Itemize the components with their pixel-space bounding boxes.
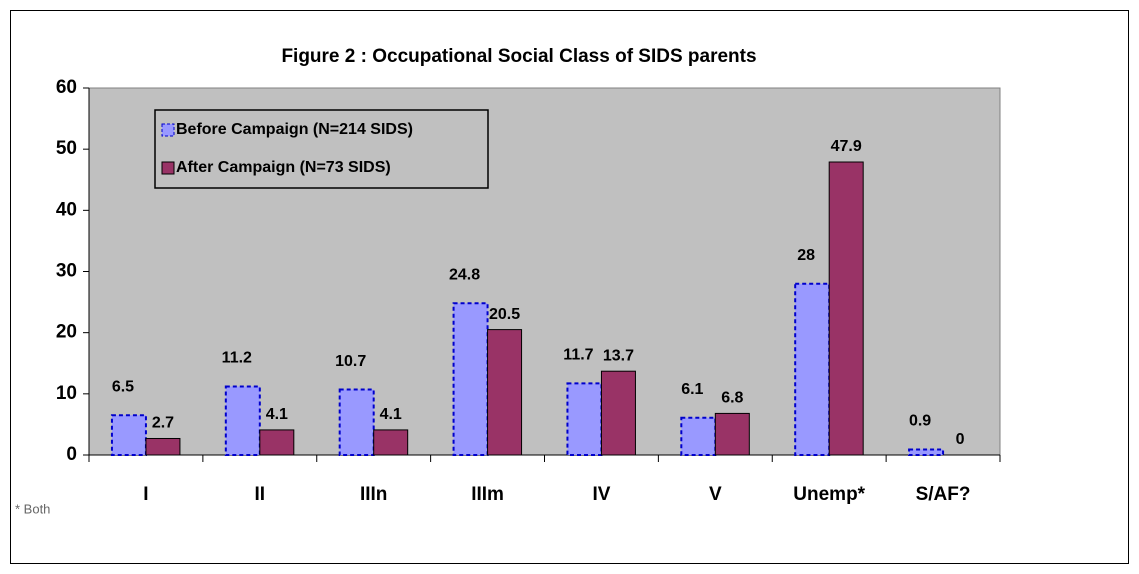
data-label: 28 <box>797 247 815 264</box>
x-tick-label: IIIm <box>471 484 504 505</box>
bar <box>794 282 831 456</box>
data-label: 0.9 <box>909 413 931 430</box>
bar <box>908 448 945 456</box>
bar <box>566 382 603 456</box>
bar <box>714 412 750 456</box>
x-tick-label: II <box>255 484 266 505</box>
data-label: 0 <box>956 431 965 448</box>
y-tick-label: 10 <box>56 383 77 404</box>
data-label: 2.7 <box>152 415 174 432</box>
x-tick-label: I <box>143 484 148 505</box>
y-tick-label: 30 <box>56 261 77 282</box>
x-tick-label: IIIn <box>360 484 387 505</box>
bar <box>259 429 295 456</box>
bar <box>600 370 636 456</box>
footnote: * Both <box>15 501 50 516</box>
data-label: 4.1 <box>380 406 402 423</box>
data-label: 6.5 <box>112 378 134 395</box>
bar <box>828 161 864 456</box>
y-tick-label: 40 <box>56 199 77 220</box>
data-label: 24.8 <box>449 267 480 284</box>
legend-label: After Campaign (N=73 SIDS) <box>176 159 391 176</box>
bar <box>145 437 181 456</box>
data-label: 47.9 <box>831 138 862 155</box>
legend-swatch <box>161 161 175 175</box>
y-tick-label: 60 <box>56 77 77 98</box>
y-tick-label: 20 <box>56 322 77 343</box>
data-label: 13.7 <box>603 347 634 364</box>
data-label: 11.7 <box>563 347 593 364</box>
data-label: 6.1 <box>681 381 703 398</box>
x-tick-label: Unemp* <box>793 484 865 505</box>
bar <box>338 388 375 456</box>
bar <box>452 302 489 456</box>
bar <box>110 414 147 457</box>
x-tick-label: IV <box>592 484 610 505</box>
x-tick-label: V <box>709 484 722 505</box>
legend-swatch <box>161 123 175 137</box>
y-tick-label: 0 <box>66 444 77 465</box>
y-tick-label: 50 <box>56 138 77 159</box>
data-label: 20.5 <box>489 306 520 323</box>
data-label: 6.8 <box>721 390 743 407</box>
chart-title: Figure 2 : Occupational Social Class of … <box>281 46 756 67</box>
bar <box>487 329 523 456</box>
data-label: 4.1 <box>266 406 288 423</box>
bar <box>680 416 717 456</box>
data-label: 10.7 <box>335 353 366 370</box>
bar <box>373 429 409 456</box>
bar <box>224 385 261 457</box>
legend-box <box>154 109 489 189</box>
legend-label: Before Campaign (N=214 SIDS) <box>176 121 413 138</box>
x-tick-label: S/AF? <box>916 484 971 505</box>
data-label: 11.2 <box>222 350 252 367</box>
